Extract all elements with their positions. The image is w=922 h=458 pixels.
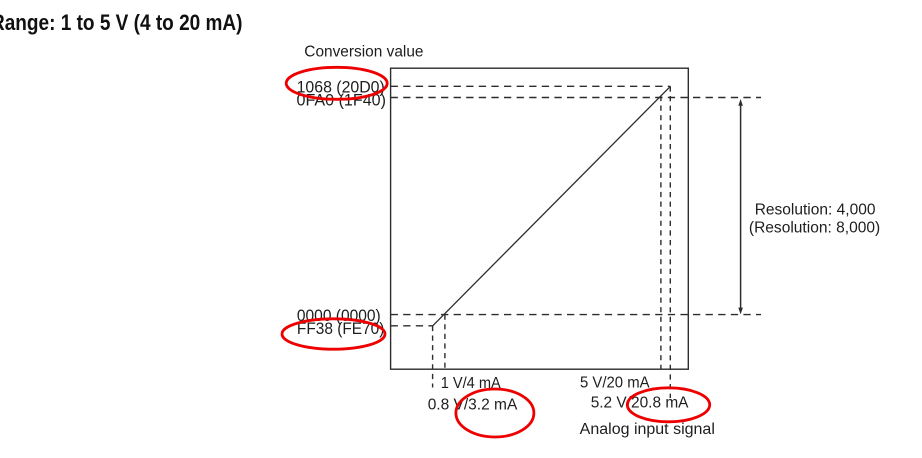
svg-text:Analog input signal: Analog input signal xyxy=(580,421,715,438)
svg-text:Range: 1 to 5 V (4 to 20 mA): Range: 1 to 5 V (4 to 20 mA) xyxy=(0,10,243,35)
svg-text:(Resolution: 8,000): (Resolution: 8,000) xyxy=(749,219,880,236)
svg-text:1068 (20D0): 1068 (20D0) xyxy=(297,77,385,96)
svg-text:Resolution: 4,000: Resolution: 4,000 xyxy=(755,202,876,219)
svg-text:0.8 V/3.2 mA: 0.8 V/3.2 mA xyxy=(428,396,518,413)
svg-text:Conversion value: Conversion value xyxy=(304,43,423,60)
svg-text:FF38 (FE70): FF38 (FE70) xyxy=(297,319,385,338)
svg-text:1 V/4 mA: 1 V/4 mA xyxy=(441,375,502,392)
svg-text:5 V/20 mA: 5 V/20 mA xyxy=(580,374,650,391)
svg-text:5.2 V/20.8 mA: 5.2 V/20.8 mA xyxy=(591,394,689,411)
